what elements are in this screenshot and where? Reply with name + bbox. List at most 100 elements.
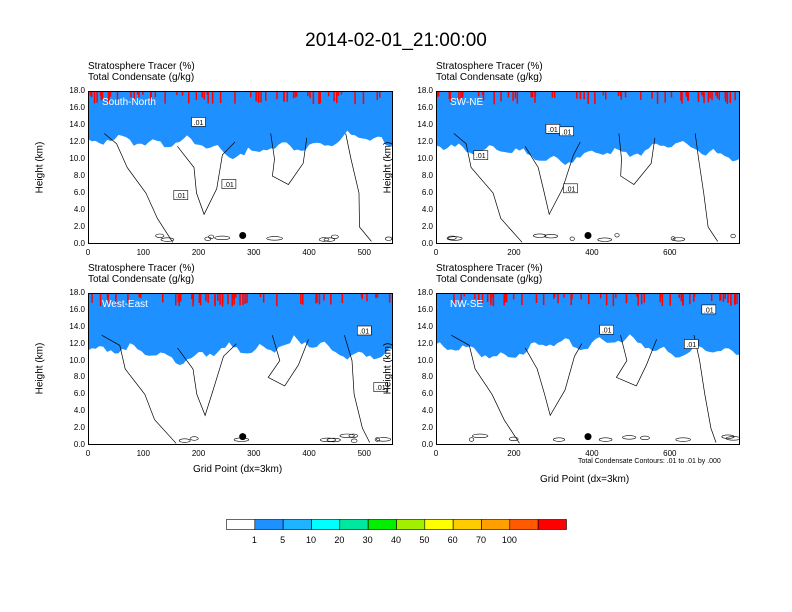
tracer-speckle bbox=[318, 293, 321, 305]
y-tick-label: 12.0 bbox=[417, 137, 433, 146]
tracer-speckle bbox=[505, 293, 508, 303]
tracer-speckle bbox=[246, 293, 248, 304]
tracer-speckle bbox=[625, 293, 628, 301]
condensate-blob bbox=[533, 233, 547, 238]
x-tick-label: 200 bbox=[191, 449, 206, 458]
x-tick-label: 200 bbox=[507, 248, 521, 257]
tracer-speckle bbox=[617, 91, 620, 96]
tracer-speckle bbox=[571, 293, 573, 300]
cross-section-label: West-East bbox=[102, 299, 148, 310]
tracer-speckle bbox=[211, 91, 214, 104]
tracer-speckle bbox=[116, 91, 119, 100]
tracer-speckle bbox=[207, 293, 209, 303]
y-tick-label: 16.0 bbox=[417, 304, 433, 314]
tracer-speckle bbox=[235, 293, 237, 298]
tracer-band bbox=[436, 293, 740, 359]
tracer-speckle bbox=[259, 293, 262, 297]
tracer-speckle bbox=[250, 91, 252, 98]
condensate-blob bbox=[374, 437, 380, 442]
condensate-blob bbox=[622, 435, 637, 440]
tracer-speckle bbox=[232, 293, 234, 300]
contour-label-box bbox=[356, 325, 372, 336]
x-tick-label: 500 bbox=[357, 449, 371, 458]
tracer-speckle bbox=[726, 91, 729, 104]
y-tick-label: 10.0 bbox=[417, 154, 433, 163]
tracer-speckle bbox=[689, 293, 691, 305]
tracer-speckle bbox=[219, 91, 222, 103]
tracer-speckle bbox=[437, 91, 440, 97]
y-axis-label: Height (km) bbox=[34, 342, 46, 395]
tracer-speckle bbox=[462, 91, 464, 98]
x-tick-label: 0 bbox=[433, 248, 439, 257]
tracer-speckle bbox=[701, 91, 703, 96]
y-tick-label: 2.0 bbox=[421, 222, 433, 231]
tracer-speckle bbox=[682, 293, 684, 306]
x-tick-label: 0 bbox=[85, 449, 91, 458]
tracer-speckle bbox=[576, 91, 578, 99]
tracer-speckle bbox=[207, 91, 209, 104]
condensate-blob bbox=[204, 236, 212, 241]
tracer-speckle bbox=[107, 293, 109, 305]
tracer-band bbox=[88, 91, 393, 160]
condensate-contour bbox=[694, 133, 718, 242]
tracer-speckle bbox=[341, 293, 344, 304]
condensate-blob bbox=[725, 436, 740, 441]
tracer-speckle bbox=[542, 293, 545, 305]
tracer-speckle bbox=[680, 293, 682, 302]
tracer-speckle bbox=[553, 293, 555, 299]
tracer-speckle bbox=[727, 293, 729, 303]
condensate-contour bbox=[615, 335, 657, 387]
tracer-speckle bbox=[175, 293, 177, 306]
tracer-speckle bbox=[531, 91, 534, 98]
contour-label-box bbox=[173, 190, 189, 200]
tracer-speckle bbox=[504, 293, 507, 303]
tracer-speckle bbox=[192, 293, 195, 303]
tracer-speckle bbox=[96, 91, 98, 103]
tracer-speckle bbox=[583, 91, 585, 100]
tracer-speckle bbox=[138, 91, 140, 98]
tracer-speckle bbox=[664, 91, 666, 103]
colorbar-label: 30 bbox=[362, 535, 373, 545]
tracer-speckle bbox=[93, 91, 96, 104]
tracer-speckle bbox=[164, 91, 166, 104]
tracer-speckle bbox=[707, 91, 710, 103]
colorbar-swatch bbox=[452, 519, 482, 530]
tracer-speckle bbox=[130, 91, 132, 98]
tracer-speckle bbox=[685, 91, 688, 97]
cross-section-label: South-North bbox=[102, 97, 156, 108]
tracer-speckle bbox=[588, 293, 590, 305]
tracer-speckle bbox=[203, 91, 205, 100]
tracer-speckle bbox=[205, 293, 207, 302]
tracer-speckle bbox=[292, 91, 295, 99]
tracer-speckle bbox=[340, 91, 343, 95]
tracer-speckle bbox=[553, 91, 556, 98]
tracer-speckle bbox=[474, 293, 476, 299]
condensate-blob bbox=[468, 437, 475, 442]
tracer-speckle bbox=[507, 91, 510, 98]
tracer-speckle bbox=[605, 91, 607, 100]
tracer-speckle bbox=[693, 293, 695, 302]
footnote: Total Condensate Contours: .01 to .01 by… bbox=[578, 458, 721, 465]
y-tick-label: 0.0 bbox=[421, 440, 433, 449]
condensate-blob bbox=[614, 233, 620, 238]
panel-3-tracer-label: Stratosphere Tracer (%) bbox=[436, 263, 543, 274]
y-tick-label: 2.0 bbox=[73, 423, 85, 433]
tracer-speckle bbox=[178, 293, 180, 306]
panel-2-plot: .01 .01 bbox=[88, 293, 393, 445]
tracer-speckle bbox=[492, 293, 495, 307]
tracer-speckle bbox=[366, 293, 368, 302]
condensate-blob bbox=[266, 236, 283, 241]
tracer-speckle bbox=[702, 91, 705, 98]
x-tick-label: 400 bbox=[302, 248, 316, 257]
colorbar-label: 10 bbox=[305, 535, 316, 545]
tracer-band bbox=[88, 293, 393, 365]
tracer-speckle bbox=[477, 91, 480, 97]
tracer-speckle bbox=[570, 293, 572, 306]
tracer-speckle bbox=[643, 293, 646, 303]
tracer-speckle bbox=[709, 91, 711, 99]
tracer-speckle bbox=[362, 91, 365, 105]
panel-2-condensate-label: Total Condensate (g/kg) bbox=[88, 274, 195, 285]
contour-label: .01 bbox=[176, 193, 186, 200]
y-tick-label: 4.0 bbox=[73, 205, 85, 214]
tracer-speckle bbox=[734, 91, 736, 101]
